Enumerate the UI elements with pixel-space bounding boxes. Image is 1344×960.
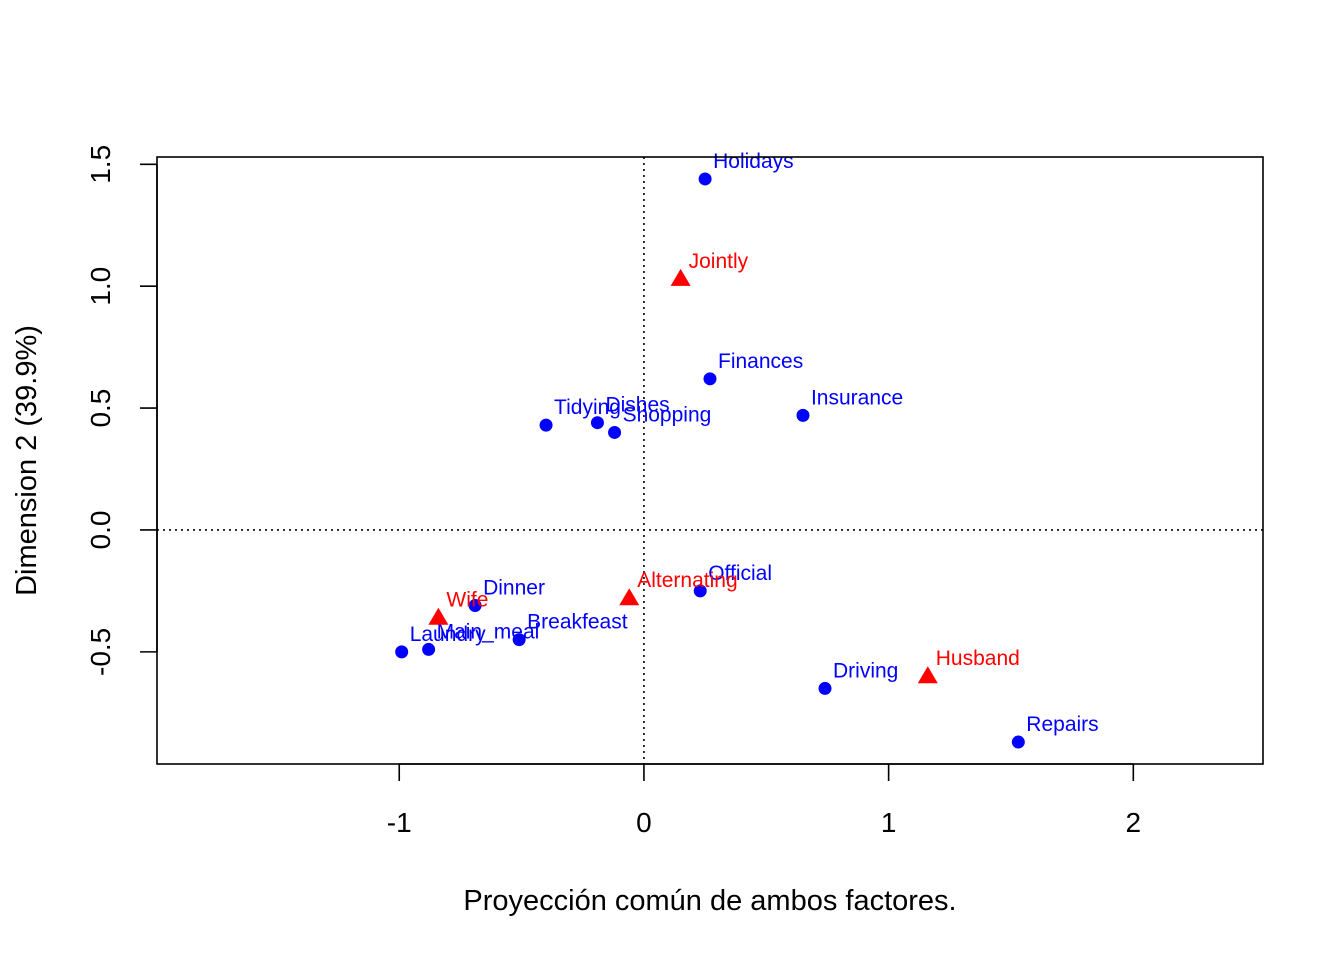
point-label-dinner: Dinner [483, 577, 545, 600]
point-finances [703, 372, 717, 386]
y-tick-label: 0.0 [85, 511, 116, 550]
point-label-driving: Driving [833, 659, 898, 682]
point-label-insurance: Insurance [811, 386, 903, 409]
x-axis-title: Proyección común de ambos factores. [463, 885, 956, 917]
point-tidying [539, 418, 553, 432]
point-label-finances: Finances [718, 350, 803, 373]
reference-lines [157, 157, 1263, 764]
point-shopping [608, 425, 622, 439]
point-label-wife: Wife [446, 589, 488, 612]
point-official [693, 584, 707, 598]
point-repairs [1011, 735, 1025, 749]
x-axis: -1 0 1 2 [387, 763, 1142, 838]
point-label-shopping: Shopping [623, 403, 712, 426]
x-tick-label: -1 [387, 807, 412, 838]
plot-frame [156, 156, 1264, 765]
point-label-main-meal: Main_meal [437, 620, 540, 643]
y-tick-label: 1.0 [85, 267, 116, 306]
point-alternating [619, 588, 640, 606]
x-tick-label: 0 [636, 807, 652, 838]
point-dishes [590, 416, 604, 430]
point-label-repairs: Repairs [1026, 713, 1098, 736]
point-husband [917, 666, 938, 684]
points-layer: Holidays Finances Insurance TidyingDishesSh… [395, 150, 1099, 749]
point-label-holidays: Holidays [713, 150, 794, 173]
point-wife [428, 607, 449, 625]
point-dinner [468, 599, 482, 613]
point-driving [818, 681, 832, 695]
point-label-alternating: Alternating [637, 569, 737, 592]
y-tick-label: -0.5 [85, 628, 116, 676]
point-holidays [698, 172, 712, 186]
point-label-breakfeast: Breakfeast [527, 611, 628, 634]
point-label-official: Official [708, 562, 772, 585]
x-tick-label: 1 [881, 807, 897, 838]
point-jointly [670, 268, 691, 286]
point-label-jointly: Jointly [689, 250, 749, 273]
y-axis: -0.5 0.0 0.5 1.0 1.5 [85, 145, 158, 676]
point-label-tidying: Tidying [554, 396, 621, 419]
point-label-dishes: Dishes [605, 394, 669, 417]
point-label-laundry: Laundry [410, 623, 486, 646]
point-label-husband: Husband [936, 647, 1020, 670]
point-breakfeast [512, 633, 526, 647]
point-laundry [395, 645, 409, 659]
point-main-meal [422, 642, 436, 656]
point-insurance [796, 408, 810, 422]
y-tick-label: 1.5 [85, 145, 116, 184]
y-tick-label: 0.5 [85, 389, 116, 428]
y-axis-title: Dimension 2 (39.9%) [11, 325, 43, 596]
x-tick-label: 2 [1126, 807, 1142, 838]
